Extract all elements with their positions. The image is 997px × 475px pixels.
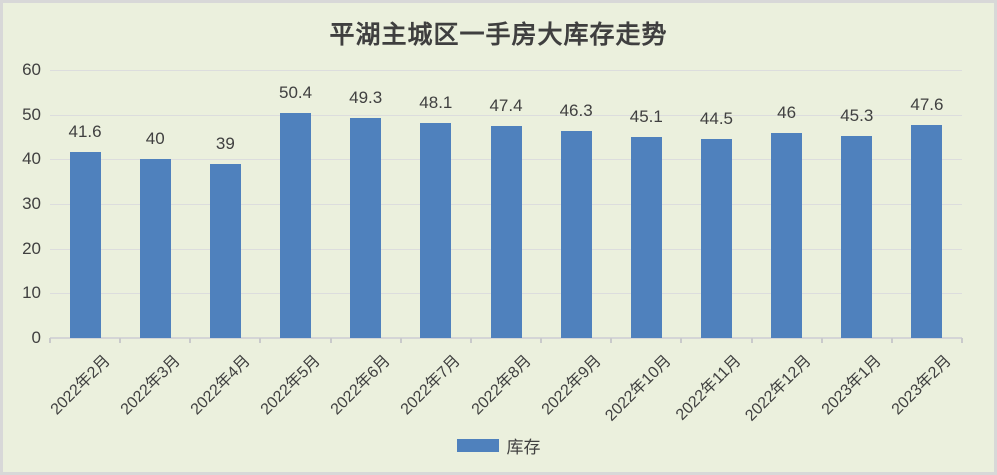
bar: [630, 136, 662, 338]
x-axis-label: 2022年4月: [187, 352, 254, 419]
x-axis-label: 2022年6月: [327, 352, 394, 419]
bar: [841, 135, 873, 338]
gridline: [50, 70, 962, 71]
legend: 库存: [3, 433, 994, 458]
bar-value-label: 47.6: [910, 95, 944, 115]
bar-value-label: 49.3: [349, 87, 383, 107]
bar-value-label: 41.6: [68, 122, 102, 142]
x-tick: [470, 338, 472, 343]
x-axis-label: 2022年3月: [117, 352, 184, 419]
x-tick: [49, 338, 51, 343]
y-axis-label: 60: [22, 60, 41, 79]
bar-value-label: 45.3: [840, 105, 874, 125]
bar: [771, 132, 803, 338]
x-axis-label: 2022年9月: [538, 352, 605, 419]
chart-title: 平湖主城区一手房大库存走势: [329, 20, 668, 49]
x-tick: [119, 338, 121, 343]
x-tick: [400, 338, 402, 343]
bar: [700, 139, 732, 338]
bar-value-label: 39: [215, 133, 235, 153]
x-tick: [330, 338, 332, 343]
bar-value-label: 46.3: [559, 101, 593, 121]
x-axis-label: 2022年12月: [742, 352, 815, 425]
y-axis-label: 40: [22, 149, 41, 169]
bar: [209, 163, 241, 338]
x-axis-label: 2022年11月: [673, 352, 745, 424]
bar: [911, 125, 943, 338]
x-tick: [751, 338, 753, 343]
y-axis-label: 10: [22, 283, 41, 303]
bar: [280, 112, 312, 338]
x-tick: [259, 338, 261, 343]
y-axis-label: 20: [22, 238, 41, 258]
bar-value-label: 44.5: [699, 109, 733, 129]
plot-area: 41.6 40 39 50.4 49.3 48.1 47.4 46.3 45.1 44.5 46 45…: [49, 70, 963, 343]
x-tick: [610, 338, 612, 343]
x-axis-label: 2023年2月: [889, 352, 956, 419]
x-axis-label: 2022年10月: [602, 352, 675, 425]
gridline: [50, 114, 962, 116]
y-axis-label: 0: [31, 328, 41, 347]
bar-value-label: 46: [777, 102, 797, 122]
x-tick: [540, 338, 542, 343]
bar-value-label: 50.4: [278, 82, 313, 102]
bar: [420, 123, 452, 338]
bar: [69, 152, 101, 338]
x-axis-label: 2022年7月: [398, 352, 465, 419]
x-axis-line: [50, 337, 962, 339]
legend-label: 库存: [506, 438, 541, 457]
x-tick: [821, 338, 823, 343]
bar-value-label: 48.1: [419, 93, 453, 113]
x-tick: [891, 338, 893, 343]
x-tick: [189, 338, 191, 343]
x-axis-label: 2022年2月: [47, 352, 114, 419]
bar: [560, 131, 592, 338]
x-axis-label: 2023年1月: [818, 352, 886, 419]
y-axis-label: 50: [22, 104, 41, 124]
bar: [350, 117, 382, 338]
bar: [490, 126, 522, 338]
bar-value-label: 47.4: [489, 96, 523, 116]
x-tick: [680, 338, 682, 343]
bar: [139, 159, 171, 338]
x-axis-label: 2022年5月: [257, 352, 324, 419]
bar-value-label: 40: [145, 129, 165, 149]
y-axis-label: 30: [22, 194, 41, 213]
legend-swatch: [456, 439, 499, 452]
x-tick: [961, 338, 963, 343]
bar-value-label: 45.1: [629, 106, 663, 126]
x-axis-label: 2022年8月: [468, 352, 535, 419]
